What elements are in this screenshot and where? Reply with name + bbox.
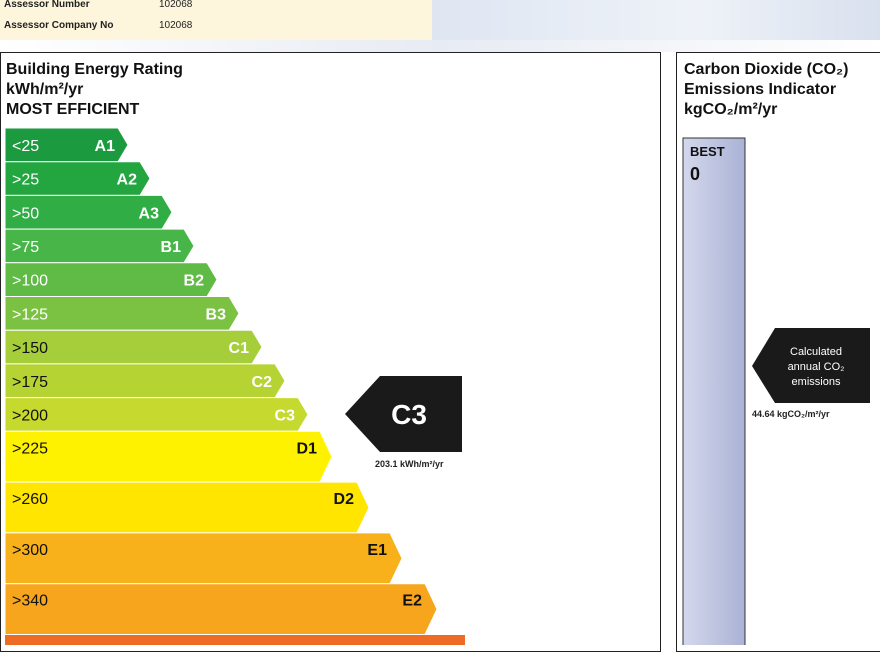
- band-range: >50: [12, 205, 39, 222]
- band-range: >300: [12, 542, 48, 559]
- band: [4, 194, 173, 230]
- pointer-line: emissions: [792, 376, 841, 388]
- band-range: >175: [12, 374, 48, 391]
- subtitle: MOST EFFICIENT: [6, 101, 140, 118]
- band: [4, 583, 438, 635]
- band-range: >150: [12, 340, 48, 357]
- band-grade: B2: [184, 273, 205, 290]
- band: [4, 262, 218, 297]
- band-range: >75: [12, 239, 39, 256]
- band: [4, 397, 309, 432]
- band: [4, 228, 195, 264]
- band-grade: C1: [229, 340, 250, 357]
- band: [4, 532, 403, 585]
- band-range: <25: [12, 138, 39, 155]
- band-range: >25: [12, 172, 39, 189]
- assessor-info: Assessor Number 102068 Assessor Company N…: [0, 0, 432, 40]
- band-grade: E1: [367, 542, 387, 559]
- title-line-2: Emissions Indicator: [684, 81, 837, 98]
- pointer-line: Calculated: [790, 346, 842, 358]
- band-grade: C3: [275, 407, 296, 424]
- rating-arrow: [345, 376, 462, 452]
- band-grade: A3: [139, 205, 160, 222]
- pointer-line: annual CO₂: [788, 361, 845, 373]
- band-range: >225: [12, 440, 48, 457]
- rating-value: 203.1 kWh/m²/yr: [375, 459, 444, 469]
- unit: kWh/m²/yr: [6, 81, 84, 98]
- band: [4, 481, 370, 534]
- banner: [432, 0, 880, 40]
- band: [4, 329, 263, 365]
- value: 102068: [159, 20, 193, 31]
- row: Assessor Number 102068: [4, 0, 192, 10]
- co2-value: 44.64 kgCO₂/m²/yr: [752, 409, 830, 419]
- band-range: >200: [12, 407, 48, 424]
- band-grade: D2: [334, 491, 355, 508]
- band-range: >260: [12, 491, 48, 508]
- band-grade: B1: [161, 239, 182, 256]
- co2-arrow: [752, 328, 870, 403]
- co2-bar: [682, 137, 746, 645]
- band: [4, 363, 286, 399]
- value: 102068: [159, 0, 193, 10]
- label: Assessor Number: [4, 0, 90, 10]
- best: BEST: [690, 144, 725, 159]
- band: [4, 161, 151, 196]
- divider: [0, 40, 880, 52]
- title: Building Energy Rating: [6, 61, 183, 78]
- band-grade: E2: [402, 593, 422, 610]
- label: Assessor Company No: [4, 20, 114, 31]
- rating: C3: [391, 399, 427, 430]
- bands: <25 A1 >25 A2 >50 A3 >75 B1 >100 B2 >125 B3 >150 C1 >1…: [4, 127, 438, 635]
- band-grade: C2: [252, 374, 273, 391]
- band: [4, 127, 129, 163]
- band-partial: [5, 635, 465, 645]
- band-grade: A1: [95, 138, 116, 155]
- band-grade: B3: [206, 306, 227, 323]
- co2-panel: Carbon Dioxide (CO₂) Emissions Indicator…: [676, 52, 880, 652]
- title: Carbon Dioxide (CO₂): [684, 61, 849, 78]
- band-range: >100: [12, 273, 48, 290]
- band: [4, 430, 333, 483]
- band-grade: A2: [117, 172, 138, 189]
- band: [4, 296, 240, 331]
- band-range: >340: [12, 593, 48, 610]
- row: Assessor Company No 102068: [4, 20, 192, 31]
- best-value: 0: [690, 164, 700, 184]
- unit: kgCO₂/m²/yr: [684, 101, 778, 118]
- band-grade: D1: [297, 440, 318, 457]
- band-range: >125: [12, 306, 48, 323]
